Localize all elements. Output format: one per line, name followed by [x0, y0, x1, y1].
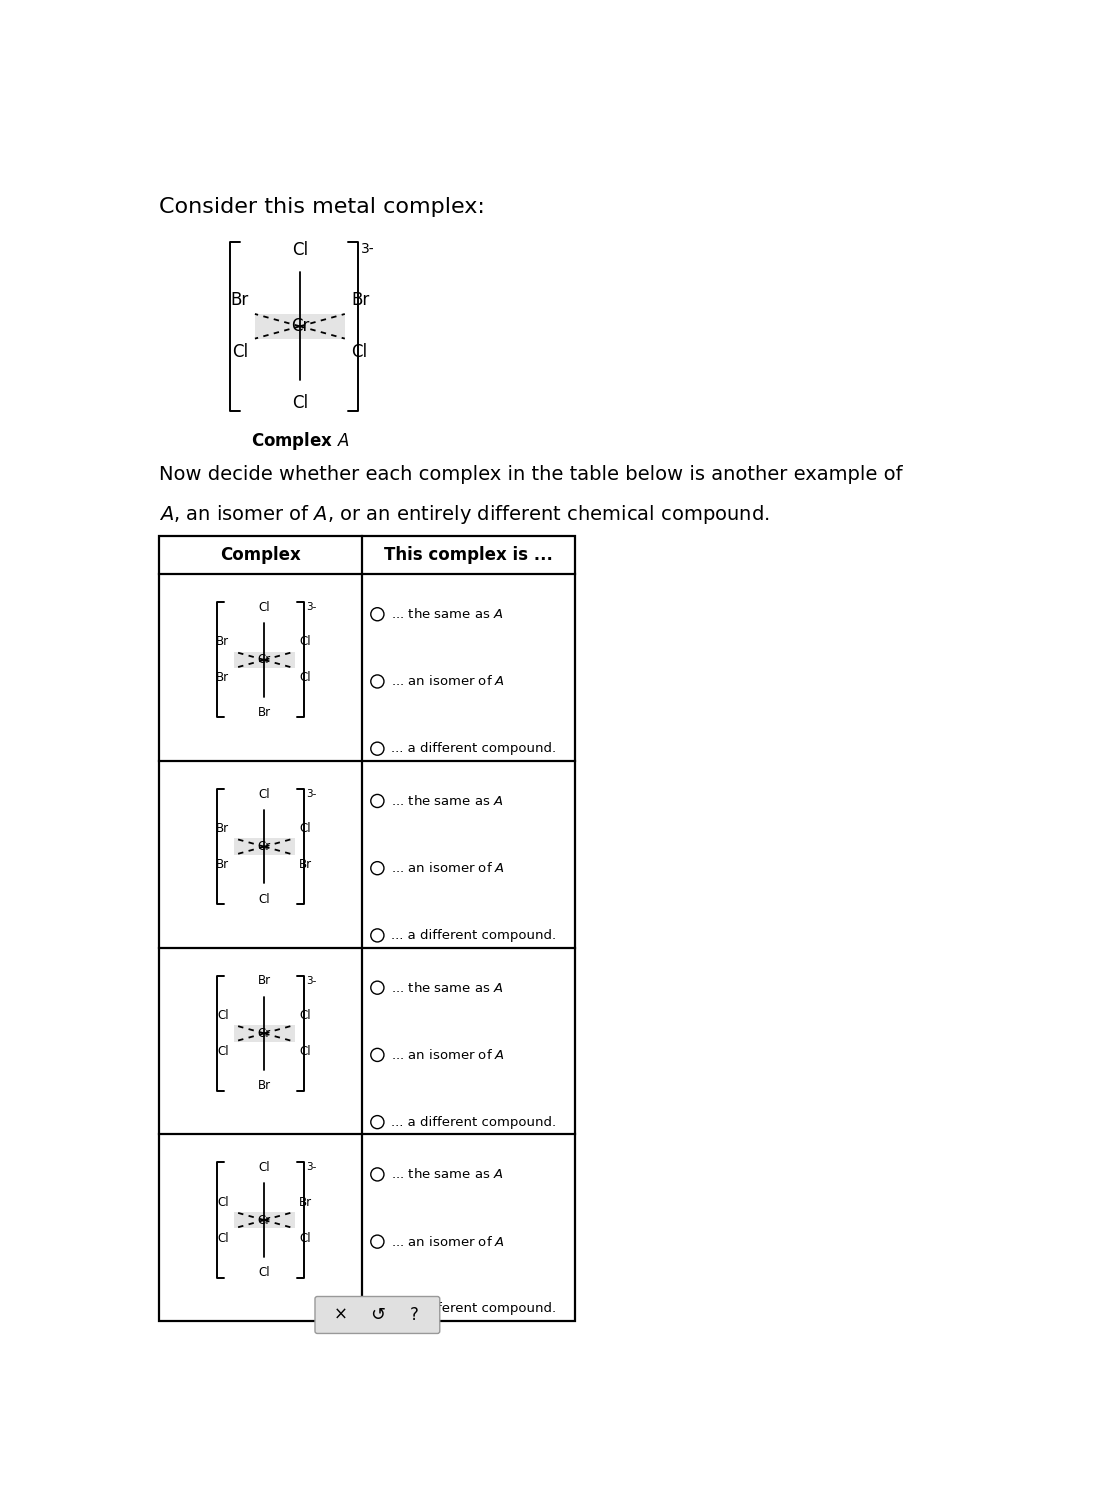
- Text: Cl: Cl: [259, 1266, 270, 1280]
- Text: Br: Br: [351, 291, 370, 309]
- Text: Br: Br: [258, 1080, 271, 1092]
- Text: Cl: Cl: [218, 1046, 229, 1058]
- Text: Br: Br: [258, 975, 271, 987]
- Text: Cr: Cr: [258, 1214, 271, 1227]
- Text: ↺: ↺: [370, 1306, 385, 1324]
- Text: Cl: Cl: [218, 1010, 229, 1022]
- Text: 3-: 3-: [306, 789, 316, 800]
- Text: Cl: Cl: [299, 822, 310, 836]
- Text: Br: Br: [258, 706, 271, 718]
- Text: Cl: Cl: [299, 636, 310, 648]
- Text: ... an isomer of $\it{A}$: ... an isomer of $\it{A}$: [392, 861, 506, 874]
- Text: ... the same as $\it{A}$: ... the same as $\it{A}$: [392, 608, 504, 621]
- Text: Cr: Cr: [258, 1028, 271, 1039]
- Polygon shape: [234, 651, 295, 669]
- Text: ... a different compound.: ... a different compound.: [392, 928, 556, 942]
- Text: Br: Br: [299, 1196, 313, 1209]
- Text: ... an isomer of $\it{A}$: ... an isomer of $\it{A}$: [392, 1234, 506, 1248]
- Text: Cl: Cl: [259, 788, 270, 801]
- Text: ×: ×: [333, 1306, 347, 1324]
- Text: This complex is ...: This complex is ...: [384, 546, 553, 564]
- Text: Cl: Cl: [351, 344, 367, 362]
- Polygon shape: [234, 1212, 295, 1228]
- Text: Cl: Cl: [233, 344, 249, 362]
- Text: Cl: Cl: [299, 672, 310, 684]
- Text: $\it{A}$, an isomer of $\it{A}$, or an entirely different chemical compound.: $\it{A}$, an isomer of $\it{A}$, or an e…: [159, 504, 769, 526]
- Text: Br: Br: [216, 822, 229, 836]
- Text: Cl: Cl: [299, 1010, 310, 1022]
- Text: 3-: 3-: [306, 1162, 316, 1173]
- FancyBboxPatch shape: [315, 1296, 440, 1334]
- Text: Br: Br: [216, 636, 229, 648]
- Text: Cl: Cl: [299, 1232, 310, 1245]
- Text: ... the same as $\it{A}$: ... the same as $\it{A}$: [392, 794, 504, 808]
- Text: ... an isomer of $\it{A}$: ... an isomer of $\it{A}$: [392, 675, 506, 688]
- Text: Cl: Cl: [218, 1196, 229, 1209]
- Text: ... an isomer of $\it{A}$: ... an isomer of $\it{A}$: [392, 1048, 506, 1062]
- Text: Br: Br: [216, 858, 229, 871]
- Text: ... the same as $\it{A}$: ... the same as $\it{A}$: [392, 1167, 504, 1182]
- Text: Br: Br: [216, 672, 229, 684]
- Polygon shape: [234, 839, 295, 855]
- Text: Complex $\it{A}$: Complex $\it{A}$: [250, 430, 349, 453]
- Polygon shape: [255, 314, 344, 339]
- Text: Consider this metal complex:: Consider this metal complex:: [159, 196, 485, 217]
- Text: ... a different compound.: ... a different compound.: [392, 1302, 556, 1316]
- Text: Cl: Cl: [259, 892, 270, 906]
- Text: Now decide whether each complex in the table below is another example of: Now decide whether each complex in the t…: [159, 465, 903, 484]
- Text: ?: ?: [410, 1306, 419, 1324]
- Text: 3-: 3-: [361, 242, 375, 255]
- Text: 3-: 3-: [306, 603, 316, 612]
- Polygon shape: [234, 1024, 295, 1041]
- Text: ... a different compound.: ... a different compound.: [392, 742, 556, 754]
- Text: Br: Br: [299, 858, 313, 871]
- Text: Cr: Cr: [258, 654, 271, 666]
- Text: Cl: Cl: [299, 1046, 310, 1058]
- Text: Br: Br: [230, 291, 249, 309]
- Text: Complex: Complex: [220, 546, 301, 564]
- Text: Cr: Cr: [291, 318, 309, 336]
- Text: Cl: Cl: [218, 1232, 229, 1245]
- Text: 3-: 3-: [306, 976, 316, 986]
- Text: Cl: Cl: [259, 602, 270, 613]
- Text: ... a different compound.: ... a different compound.: [392, 1116, 556, 1128]
- Text: Cl: Cl: [292, 394, 308, 412]
- Text: Cl: Cl: [292, 240, 308, 258]
- Text: Cl: Cl: [259, 1161, 270, 1174]
- Text: Cr: Cr: [258, 840, 271, 854]
- Text: ... the same as $\it{A}$: ... the same as $\it{A}$: [392, 981, 504, 994]
